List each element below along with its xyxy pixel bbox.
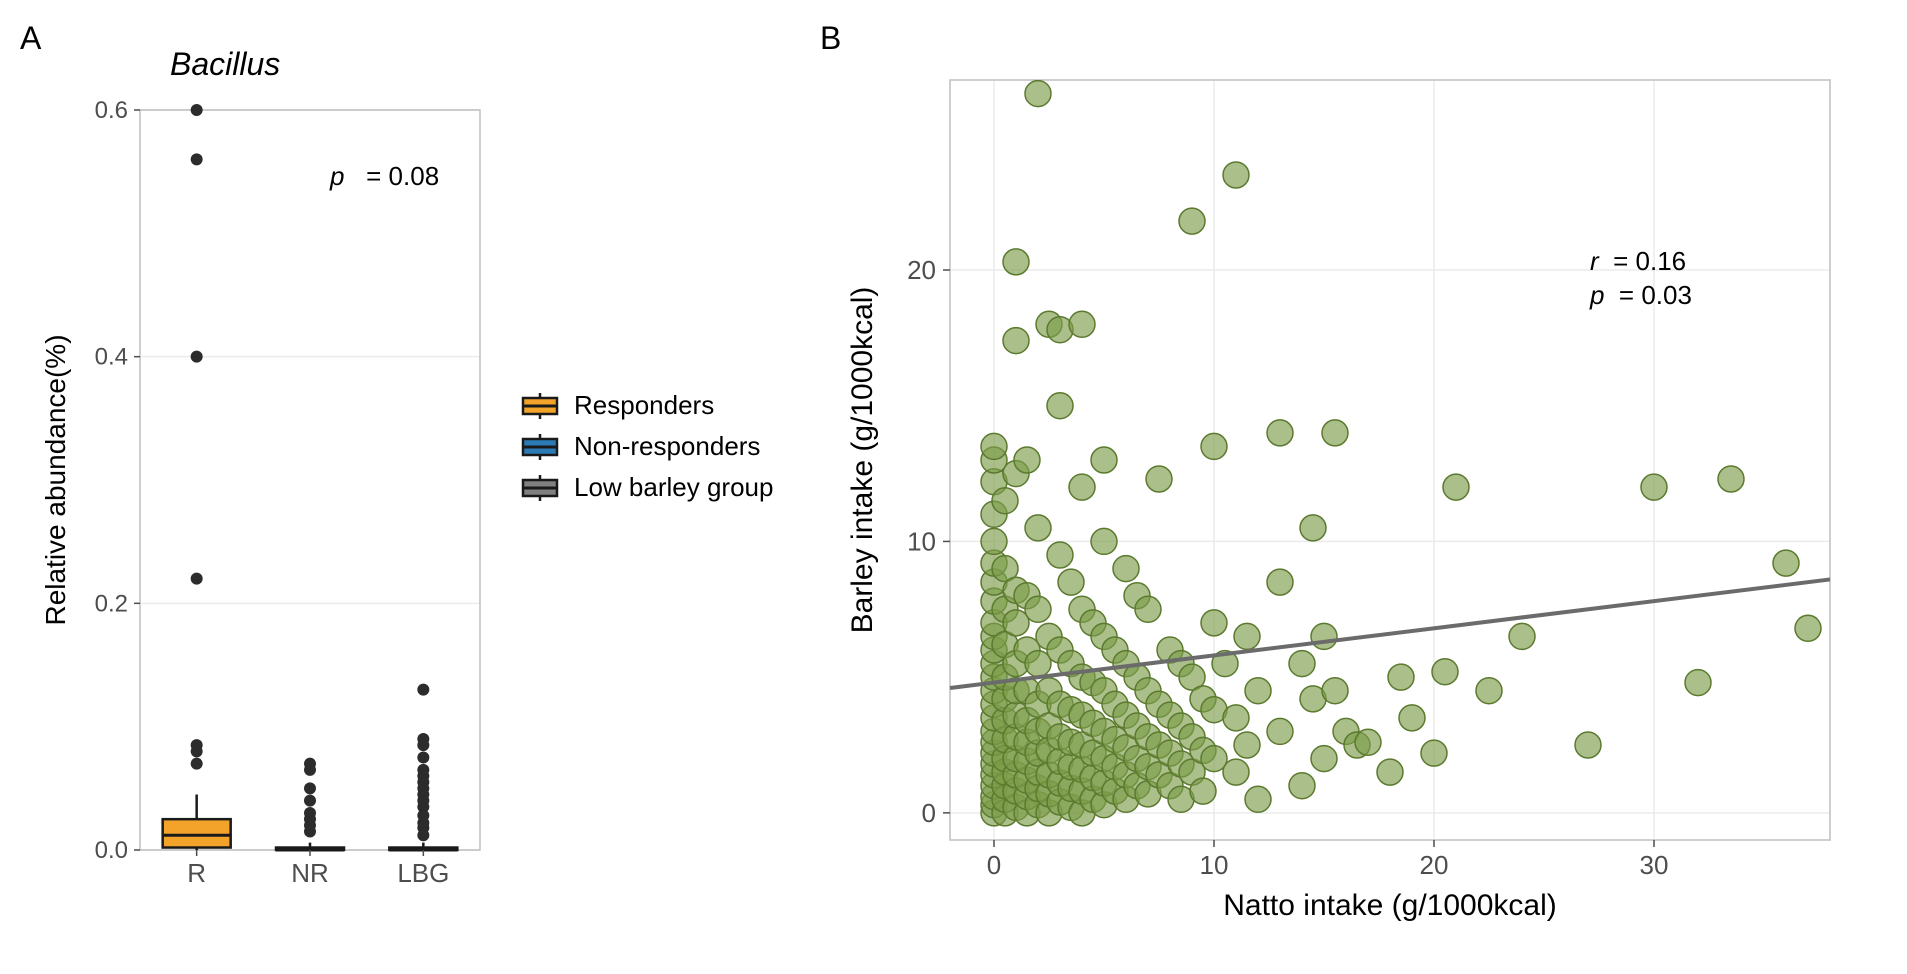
svg-text:LBG: LBG [397, 858, 449, 888]
legend-glyph [520, 434, 560, 460]
legend-item: Low barley group [520, 472, 773, 503]
svg-text:Natto intake (g/1000kcal): Natto intake (g/1000kcal) [1223, 889, 1557, 922]
panel-a: A Bacillus 0.00.20.40.6Relative abundanc… [20, 20, 820, 954]
legend-item: Responders [520, 390, 773, 421]
panel-a-p-annotation: p = 0.08 [330, 160, 439, 194]
svg-text:Relative abundance(%): Relative abundance(%) [40, 334, 71, 625]
legend-item: Non-responders [520, 431, 773, 462]
svg-text:R: R [187, 858, 206, 888]
svg-text:0: 0 [987, 850, 1001, 880]
legend-label: Responders [574, 390, 714, 421]
legend-glyph [520, 475, 560, 501]
figure-container: A Bacillus 0.00.20.40.6Relative abundanc… [20, 20, 1887, 954]
panel-b-stats-annotation: r = 0.16 p = 0.03 [1590, 245, 1692, 313]
svg-text:20: 20 [1420, 850, 1449, 880]
svg-text:NR: NR [291, 858, 329, 888]
p-letter-b: p [1590, 280, 1604, 310]
svg-text:0: 0 [922, 798, 936, 828]
p-letter: p [330, 161, 344, 191]
p-value-b: = 0.03 [1604, 280, 1691, 310]
boxplot-svg: 0.0 0.2 0.4 0.6 Relative abundance(%) R NR LBG [20, 20, 520, 920]
svg-text:30: 30 [1640, 850, 1669, 880]
panel-b: B 010203001020Natto intake (g/1000kcal)B… [820, 20, 1880, 954]
legend-glyph [520, 393, 560, 419]
svg-text:0.0: 0.0 [95, 837, 128, 864]
svg-text:Barley intake (g/1000kcal): Barley intake (g/1000kcal) [846, 287, 879, 634]
r-value: = 0.16 [1599, 246, 1686, 276]
svg-text:0.4: 0.4 [95, 344, 128, 371]
scatter-svg: 0 10 20 30 0 10 20 Natto intake (g/1000kcal) Bar… [820, 20, 1880, 954]
svg-text:0.6: 0.6 [95, 97, 128, 124]
svg-text:20: 20 [907, 255, 936, 285]
svg-text:10: 10 [1200, 850, 1229, 880]
svg-text:0.2: 0.2 [95, 590, 128, 617]
svg-text:10: 10 [907, 526, 936, 556]
r-letter: r [1590, 246, 1599, 276]
legend-label: Non-responders [574, 431, 760, 462]
legend: Responders Non-responders Low barley group [520, 390, 773, 513]
legend-label: Low barley group [574, 472, 773, 503]
p-value: = 0.08 [352, 161, 439, 191]
